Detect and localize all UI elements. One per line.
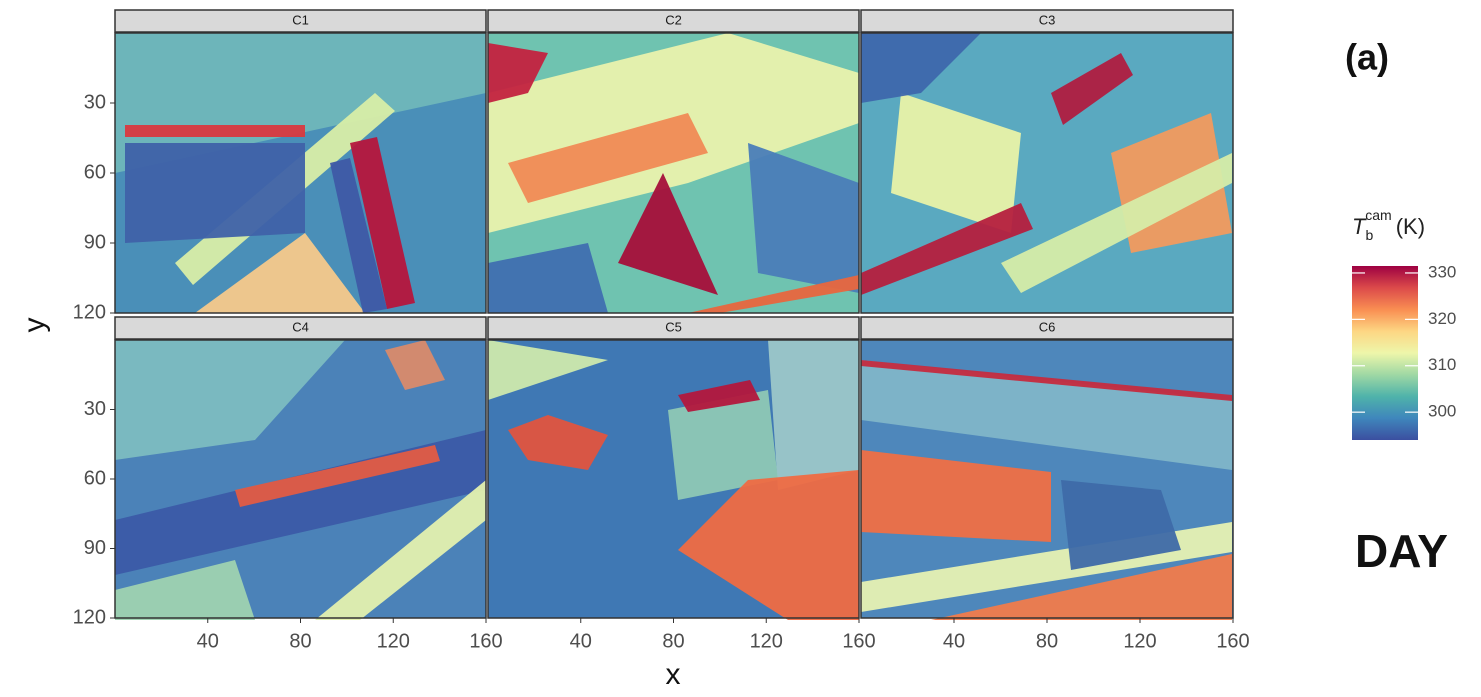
annotation: DAY — [1355, 525, 1448, 577]
chart: (a) DAY x y Tbcam(K) C1306090120C2C3C440… — [0, 0, 1481, 692]
colorbar-tick-label: 300 — [1428, 402, 1456, 421]
x-tick-label: 120 — [377, 630, 410, 652]
x-tick-label: 40 — [943, 630, 965, 652]
x-tick-label: 160 — [842, 630, 875, 652]
colorbar-unit: (K) — [1396, 214, 1425, 239]
x-tick-label: 80 — [1036, 630, 1058, 652]
colorbar-tick-label: 320 — [1428, 309, 1456, 328]
colorbar-title: Tbcam(K) — [1352, 207, 1425, 243]
y-tick-label: 30 — [84, 91, 106, 113]
raster-region — [125, 143, 305, 243]
colorbar-tick-label: 330 — [1428, 262, 1456, 281]
y-axis-title: y — [18, 318, 51, 333]
x-tick-label: 120 — [750, 630, 783, 652]
strip-label: C5 — [665, 319, 682, 334]
colorbar-tick-label: 310 — [1428, 355, 1456, 374]
strip-label: C6 — [1039, 319, 1056, 334]
raster-region — [768, 340, 859, 490]
raster-image — [115, 340, 486, 620]
raster-image — [488, 340, 859, 620]
y-tick-label: 120 — [73, 606, 106, 628]
raster-image — [488, 33, 859, 313]
raster-image — [861, 340, 1233, 620]
colorbar-subscript: b — [1365, 227, 1373, 243]
strip-label: C2 — [665, 12, 682, 27]
x-tick-label: 120 — [1123, 630, 1156, 652]
strip-label: C4 — [292, 319, 309, 334]
y-tick-label: 30 — [84, 398, 106, 420]
raster-image — [861, 33, 1233, 313]
panel-label: (a) — [1345, 37, 1389, 78]
x-tick-label: 160 — [1216, 630, 1249, 652]
colorbar — [1352, 266, 1418, 440]
y-tick-label: 120 — [73, 301, 106, 323]
raster-image — [115, 33, 486, 313]
y-tick-label: 60 — [84, 161, 106, 183]
x-tick-label: 40 — [570, 630, 592, 652]
strip-label: C3 — [1039, 12, 1056, 27]
y-tick-label: 60 — [84, 467, 106, 489]
x-axis-title: x — [666, 658, 681, 691]
strip-label: C1 — [292, 12, 309, 27]
x-tick-label: 40 — [197, 630, 219, 652]
x-tick-label: 160 — [469, 630, 502, 652]
y-tick-label: 90 — [84, 537, 106, 559]
raster-region — [125, 125, 305, 137]
y-tick-label: 90 — [84, 231, 106, 253]
x-tick-label: 80 — [289, 630, 311, 652]
x-tick-label: 80 — [662, 630, 684, 652]
colorbar-superscript: cam — [1365, 207, 1391, 223]
